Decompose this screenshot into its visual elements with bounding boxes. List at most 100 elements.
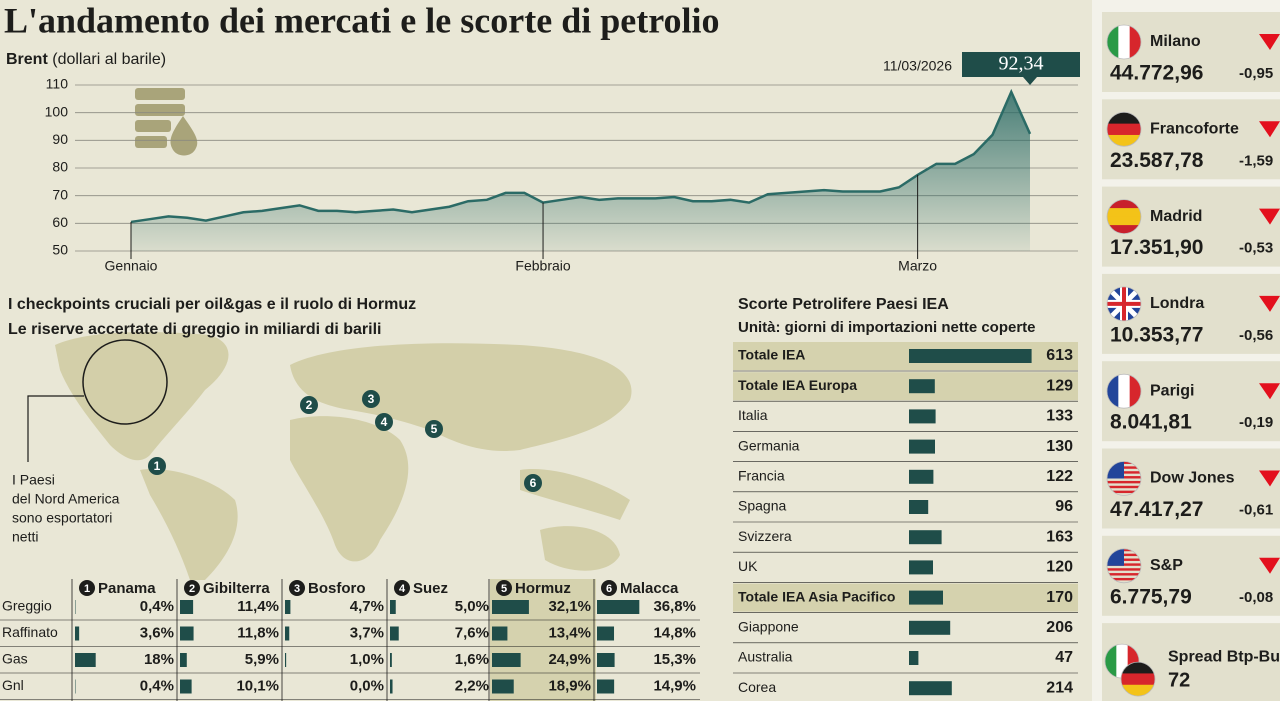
share-bar [492,679,514,694]
column-badge-number: 1 [84,583,90,595]
column-badge-number: 6 [606,583,612,595]
country-name: Francia [738,468,785,484]
stock-bar [909,379,935,394]
value-label-pointer [1023,77,1037,85]
country-name: Totale IEA Europa [738,377,857,393]
map-note: I Paesi [12,472,55,488]
share-label: 32,1% [548,598,591,615]
area-fill [131,91,1030,252]
market-change: -0,53 [1239,240,1273,257]
down-arrow [1259,34,1280,50]
y-tick-label: 90 [52,131,68,147]
map-marker-number: 2 [306,398,313,412]
column-badge-number: 4 [399,583,406,595]
stock-bar [909,349,1032,363]
stock-value: 129 [1046,377,1073,394]
stock-value: 170 [1046,589,1073,606]
column-badge-number: 2 [189,583,195,595]
flag-stripe [1107,573,1141,576]
flag-stripe [1107,480,1141,484]
market-name: Milano [1150,33,1201,50]
market-card [1102,535,1280,616]
oil-icon [135,88,198,156]
world-map [55,332,632,580]
market-value: 10.353,77 [1110,323,1203,346]
flag-border [1120,661,1156,697]
market-name: S&P [1150,557,1183,574]
country-name: Svizzera [738,528,792,544]
stock-bar [909,469,934,484]
share-bar [180,653,187,667]
flag-stripe [1121,673,1155,686]
stock-bar [909,560,933,575]
flag-stripe [1107,485,1141,489]
stock-value: 133 [1046,408,1073,425]
down-arrow [1259,295,1280,312]
share-bar [597,626,615,641]
stock-bar [909,439,935,454]
flag-stripe [1127,644,1139,679]
map-marker [148,457,166,475]
share-bar [492,626,508,641]
stock-value: 206 [1046,619,1073,636]
column-header: Bosforo [308,580,366,597]
market-value: 72 [1168,669,1190,691]
stock-value: 163 [1046,528,1073,545]
market-change: -0,08 [1239,589,1273,606]
share-bar [492,600,529,614]
country-name: Giappone [738,619,799,635]
flag [1107,112,1141,147]
y-tick-label: 50 [52,242,68,258]
x-tick-label: Marzo [898,258,937,274]
value-label: 92,34 [999,53,1044,75]
flag [1107,25,1141,59]
map-marker-number: 4 [381,415,388,429]
share-label: 10,1% [236,677,279,694]
share-label: 14,9% [653,677,696,694]
share-label: 3,6% [140,624,174,641]
share-label: 5,9% [245,651,279,668]
share-label: 0,0% [350,677,384,694]
country-name: UK [738,558,758,574]
share-label: 1,0% [350,651,384,668]
flag [1107,374,1141,409]
flag-stripe [1107,208,1141,218]
share-label: 7,6% [455,624,489,641]
row-label: Gnl [2,677,24,693]
market-change: -0,95 [1239,65,1273,82]
stock-value: 130 [1046,438,1073,455]
map-marker-number: 3 [368,392,375,406]
market-value: 8.041,81 [1110,411,1192,434]
country-name: Germania [738,437,800,453]
share-label: 13,4% [548,624,591,641]
section-title: I checkpoints cruciali per oil&gas e il … [8,296,416,313]
share-bar [597,600,640,614]
share-bar [597,679,615,694]
share-bar [390,626,399,641]
column-header: Malacca [620,580,679,597]
section-subtitle: Le riserve accertate di greggio in milia… [8,321,381,338]
share-bar [180,626,194,641]
y-label-name: Brent [6,51,48,68]
market-name: Spread Btp-Bu [1168,648,1280,665]
x-tick-label: Febbraio [515,258,570,274]
map-marker [524,474,542,492]
y-tick-label: 60 [52,214,68,230]
y-tick-label: 110 [46,76,69,92]
map-marker-number: 5 [431,422,438,436]
market-name: Londra [1150,295,1204,312]
market-value: 17.351,90 [1110,236,1203,259]
flag [1107,286,1141,321]
share-label: 2,2% [455,677,489,694]
flag-stripe [1107,374,1119,409]
row-label: Greggio [2,598,52,614]
stock-value: 122 [1046,468,1073,485]
market-change: -0,61 [1239,501,1273,518]
market-name: Francoforte [1150,121,1239,138]
country-name: Corea [738,679,776,695]
stock-value: 613 [1046,347,1073,364]
flag [1121,662,1155,697]
market-card [1102,448,1280,529]
